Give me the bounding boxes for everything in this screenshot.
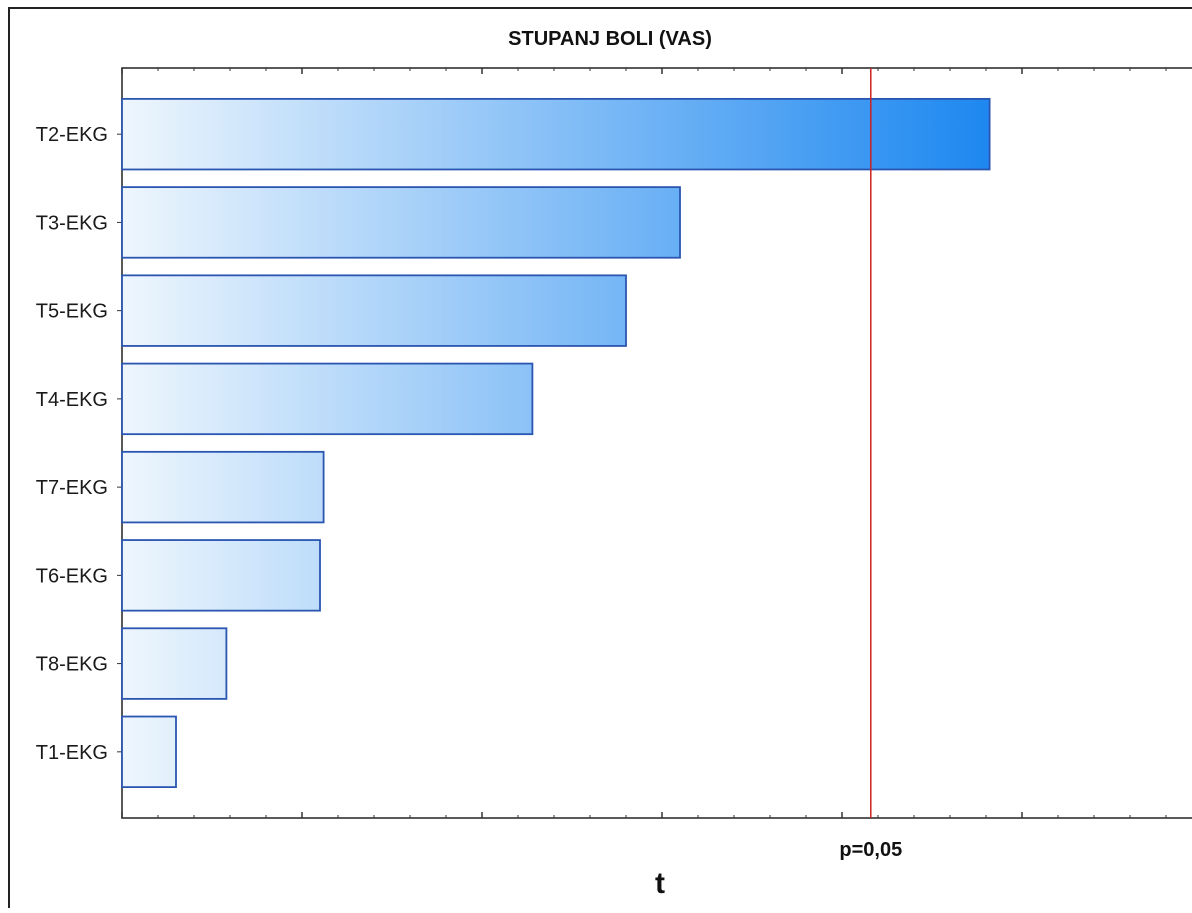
category-label: T8-EKG [36, 654, 108, 676]
category-labels: T2-EKG T3-EKG T5-EKG T4-EKG T7-EKG T6-EKG T8-E… [36, 124, 108, 764]
category-label: T3-EKG [36, 212, 108, 234]
bar-t6-ekg [121, 539, 321, 612]
x-axis-label: t [655, 867, 665, 900]
chart-title: STUPANJ BOLI (VAS) [508, 28, 712, 50]
category-label: T6-EKG [36, 565, 108, 587]
bar-t4-ekg [121, 362, 534, 436]
bars-group [121, 97, 991, 789]
category-label: T5-EKG [36, 301, 108, 323]
bar-t2-ekg [121, 97, 991, 171]
bar-t3-ekg [121, 186, 681, 259]
bar-t8-ekg [121, 627, 228, 700]
axis-ticks [117, 68, 1167, 818]
category-label: T1-EKG [36, 742, 108, 764]
plot-area [121, 67, 1192, 819]
category-label: T7-EKG [36, 477, 108, 499]
bar-t1-ekg [121, 715, 177, 789]
bar-t5-ekg [121, 274, 627, 347]
significance-label: p=0,05 [839, 839, 902, 861]
category-label: T4-EKG [36, 389, 108, 411]
bar-t7-ekg [121, 450, 325, 524]
category-label: T2-EKG [36, 124, 108, 146]
